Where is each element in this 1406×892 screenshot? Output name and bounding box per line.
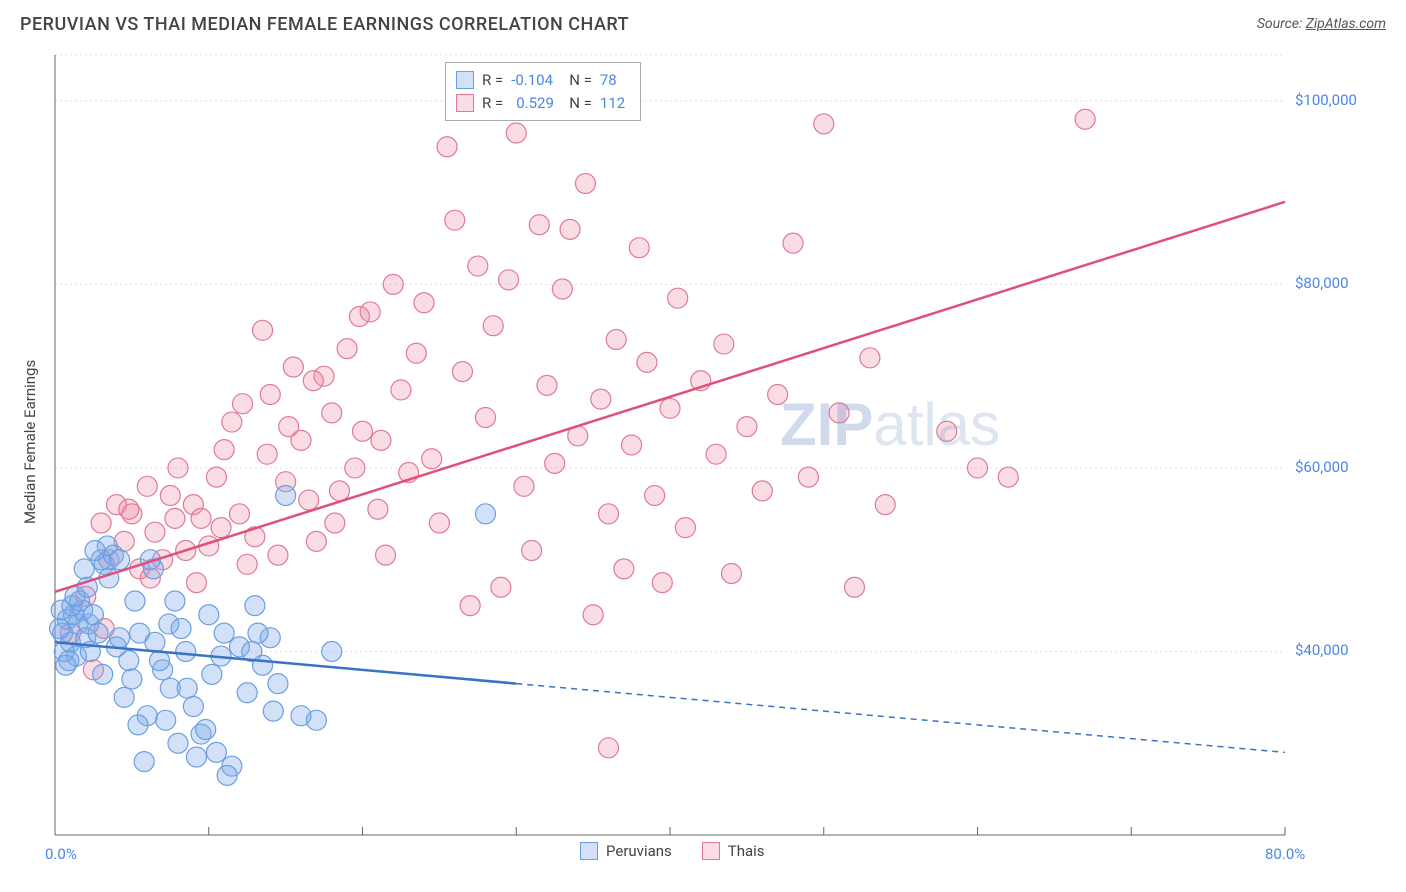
r-value-peruvians: -0.104 [511, 69, 561, 92]
swatch-thais [456, 94, 474, 112]
n-value-peruvians: 78 [600, 69, 630, 92]
x-tick-end: 80.0% [1265, 845, 1305, 863]
legend-item-thais[interactable]: Thais [702, 842, 765, 860]
n-label: N = [569, 92, 592, 115]
n-label: N = [569, 69, 592, 92]
swatch-peruvians [580, 842, 598, 860]
legend-label-thais: Thais [728, 842, 765, 860]
stats-row-thais: R = 0.529 N = 112 [456, 92, 630, 115]
legend-label-peruvians: Peruvians [606, 842, 672, 860]
y-tick-label: $80,000 [1295, 274, 1349, 292]
chart-canvas [0, 0, 1406, 892]
swatch-thais [702, 842, 720, 860]
stats-row-peruvians: R = -0.104 N = 78 [456, 69, 630, 92]
y-tick-label: $100,000 [1295, 91, 1357, 109]
n-value-thais: 112 [600, 92, 630, 115]
series-legend: Peruvians Thais [580, 842, 765, 860]
stats-legend-box: R = -0.104 N = 78 R = 0.529 N = 112 [445, 62, 641, 121]
x-tick-start: 0.0% [45, 845, 77, 863]
y-tick-label: $40,000 [1295, 641, 1349, 659]
r-label: R = [482, 69, 503, 92]
legend-item-peruvians[interactable]: Peruvians [580, 842, 672, 860]
swatch-peruvians [456, 71, 474, 89]
y-tick-label: $60,000 [1295, 458, 1349, 476]
r-label: R = [482, 92, 503, 115]
r-value-thais: 0.529 [511, 92, 561, 115]
y-axis-label: Median Female Earnings [21, 364, 39, 524]
